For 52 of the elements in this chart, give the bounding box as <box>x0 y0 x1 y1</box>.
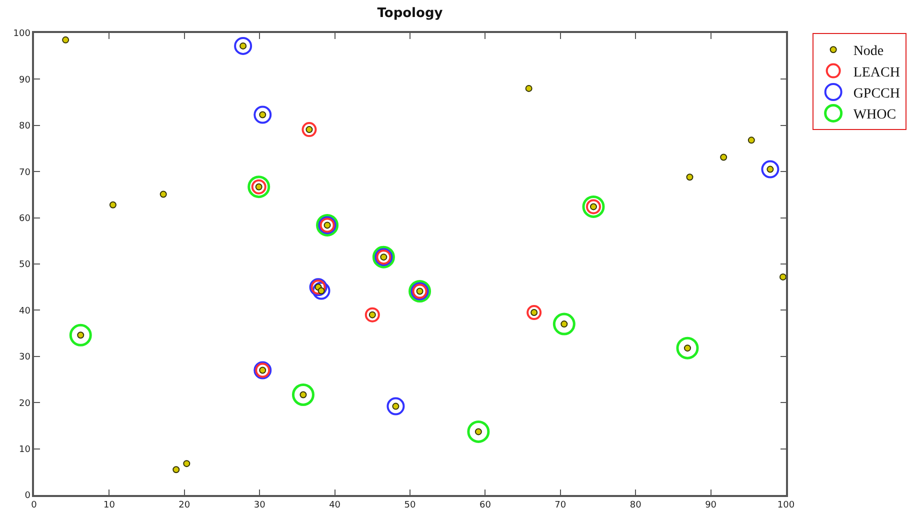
legend-label: LEACH <box>853 65 900 80</box>
point <box>248 176 270 198</box>
y-tick-label: 40 <box>18 306 31 316</box>
point <box>779 273 786 280</box>
y-tick-label: 50 <box>18 260 31 270</box>
point <box>582 195 605 218</box>
y-tick-label: 80 <box>18 122 31 132</box>
x-tick-label: 80 <box>630 500 642 511</box>
legend-label: Node <box>853 44 884 60</box>
point <box>467 420 490 443</box>
chart-title: Topology <box>377 6 444 21</box>
point <box>254 106 272 124</box>
point <box>676 336 699 360</box>
y-tick-label: 10 <box>18 444 31 455</box>
legend-label: GPCCH <box>853 86 900 102</box>
point <box>312 282 330 300</box>
point <box>748 136 755 144</box>
y-tick-label: 90 <box>18 75 31 86</box>
point <box>302 122 317 138</box>
point <box>686 174 694 181</box>
x-tick-label: 10 <box>103 500 116 511</box>
point <box>160 190 167 198</box>
x-tick-label: 0 <box>31 500 38 511</box>
x-tick-label: 30 <box>254 500 266 511</box>
point <box>183 460 190 468</box>
y-tick-label: 70 <box>18 168 31 178</box>
y-tick-label: 0 <box>24 491 31 502</box>
x-tick-label: 60 <box>479 500 492 511</box>
x-tick-label: 40 <box>329 500 341 511</box>
point <box>526 305 542 320</box>
y-tick-label: 60 <box>18 214 31 224</box>
point <box>292 384 314 406</box>
y-tick-label: 20 <box>18 398 31 409</box>
point <box>552 312 576 336</box>
x-tick-label: 20 <box>178 500 190 511</box>
point <box>62 36 70 44</box>
point <box>234 36 252 55</box>
point <box>364 307 380 322</box>
point <box>386 397 405 416</box>
point <box>69 324 92 346</box>
y-tick-label: 100 <box>13 29 31 40</box>
x-tick-label: 90 <box>705 500 717 511</box>
x-tick-label: 50 <box>404 500 416 511</box>
point <box>172 466 180 474</box>
x-tick-label: 100 <box>777 500 795 511</box>
point <box>720 154 728 161</box>
point <box>525 84 532 92</box>
x-tick-label: 70 <box>554 500 566 511</box>
legend-label: WHOC <box>853 108 896 123</box>
point <box>109 201 116 208</box>
point <box>761 160 780 178</box>
y-tick-label: 30 <box>18 352 31 363</box>
